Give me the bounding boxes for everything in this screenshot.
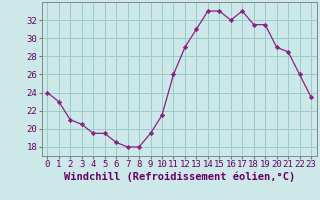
X-axis label: Windchill (Refroidissement éolien,°C): Windchill (Refroidissement éolien,°C)	[64, 172, 295, 182]
